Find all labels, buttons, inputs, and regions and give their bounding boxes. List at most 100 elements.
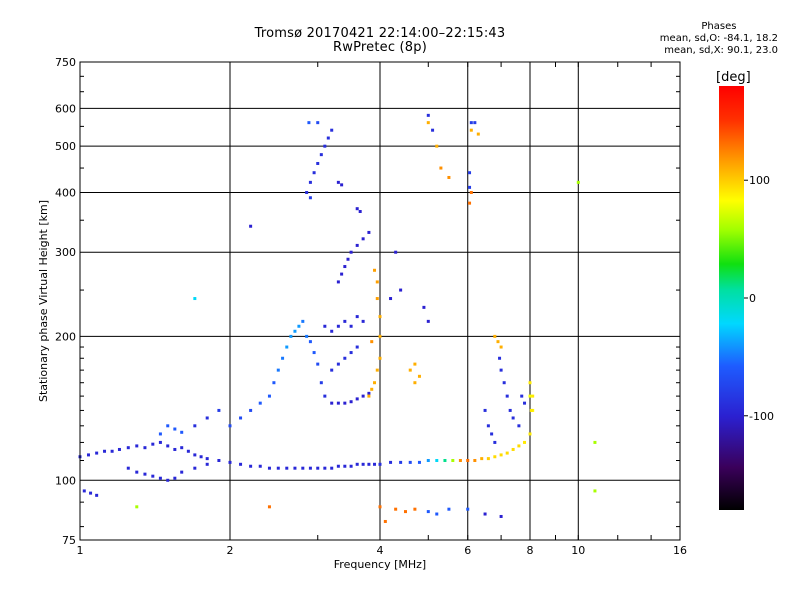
data-point: [336, 401, 340, 405]
data-point: [285, 466, 289, 470]
data-point: [469, 128, 473, 132]
data-point: [126, 446, 130, 450]
data-point: [486, 424, 490, 428]
y-tick-label: 300: [55, 246, 76, 259]
y-tick-label: 100: [55, 474, 76, 487]
data-point: [435, 144, 439, 148]
data-point: [431, 128, 435, 132]
data-point: [86, 453, 90, 457]
data-point: [217, 408, 221, 412]
data-point: [308, 466, 312, 470]
data-point: [367, 391, 371, 395]
data-point: [480, 457, 484, 461]
data-point: [349, 351, 353, 355]
data-point: [143, 472, 147, 476]
data-point: [336, 280, 340, 284]
data-point: [355, 397, 359, 401]
data-point: [511, 416, 515, 420]
data-point: [343, 464, 347, 468]
colorbar: [719, 86, 744, 510]
data-point: [166, 424, 170, 428]
data-point: [340, 183, 344, 187]
data-point: [330, 128, 334, 132]
data-point: [312, 351, 316, 355]
data-point: [490, 432, 494, 436]
data-point: [249, 224, 253, 228]
data-point: [336, 180, 340, 184]
data-point: [180, 430, 184, 434]
data-point: [166, 444, 170, 448]
x-axis-label: Frequency [MHz]: [334, 558, 426, 571]
y-tick-label: 500: [55, 140, 76, 153]
data-point: [205, 457, 209, 461]
data-point: [343, 356, 347, 360]
data-point: [499, 345, 503, 349]
data-point: [110, 449, 114, 453]
phases-legend: Phases mean, sd,O: -84.1, 18.2 mean, sd,…: [660, 21, 778, 57]
data-point: [439, 166, 443, 170]
x-tick-label: 8: [527, 544, 534, 557]
data-point: [361, 237, 365, 241]
data-point: [316, 466, 320, 470]
data-point: [293, 329, 297, 333]
data-point: [173, 476, 177, 480]
data-point: [468, 171, 472, 175]
data-point: [258, 401, 262, 405]
data-point: [316, 121, 320, 125]
data-point: [319, 381, 323, 385]
data-point: [173, 447, 177, 451]
data-point: [239, 416, 243, 420]
data-point: [158, 432, 162, 436]
data-point: [466, 458, 470, 462]
data-point: [330, 329, 334, 333]
phases-heading: Phases: [701, 21, 737, 32]
data-point: [593, 440, 597, 444]
data-point: [336, 464, 340, 468]
data-point: [267, 466, 271, 470]
data-point: [508, 408, 512, 412]
data-point: [89, 491, 93, 495]
colorbar-tick-label: 100: [749, 174, 770, 187]
data-point: [378, 505, 382, 509]
data-point: [373, 381, 377, 385]
y-tick-label: 400: [55, 186, 76, 199]
data-point: [468, 185, 472, 189]
data-point: [469, 121, 473, 125]
data-point: [297, 324, 301, 328]
data-point: [239, 462, 243, 466]
data-point: [531, 394, 535, 398]
data-point: [389, 460, 393, 464]
data-point: [349, 324, 353, 328]
data-point: [193, 297, 197, 301]
data-point: [316, 161, 320, 165]
data-point: [367, 394, 371, 398]
data-point: [355, 345, 359, 349]
data-point: [394, 507, 398, 511]
data-point: [435, 458, 439, 462]
colorbar-unit-label: [deg]: [716, 70, 751, 85]
data-point: [193, 466, 197, 470]
data-point: [249, 408, 253, 412]
data-point: [361, 394, 365, 398]
data-point: [289, 334, 293, 338]
data-point: [529, 408, 533, 412]
data-point: [389, 297, 393, 301]
data-point: [476, 132, 480, 136]
data-point: [326, 136, 330, 140]
y-tick-label: 200: [55, 330, 76, 343]
data-point: [469, 190, 473, 194]
data-point: [135, 505, 139, 509]
data-point: [267, 505, 271, 509]
data-point: [349, 400, 353, 404]
x-tick-label: 4: [377, 544, 384, 557]
data-point: [180, 470, 184, 474]
axis-ticks: 1 2 4 6 8 10 16 75 100 200 300 400 500 600 750: [55, 56, 687, 557]
data-point: [293, 466, 297, 470]
data-point: [349, 250, 353, 254]
x-tick-label: 10: [571, 544, 585, 557]
data-point: [158, 476, 162, 480]
x-tick-label: 2: [227, 544, 234, 557]
y-tick-label: 750: [55, 56, 76, 69]
data-point: [528, 432, 532, 436]
data-point: [413, 381, 417, 385]
